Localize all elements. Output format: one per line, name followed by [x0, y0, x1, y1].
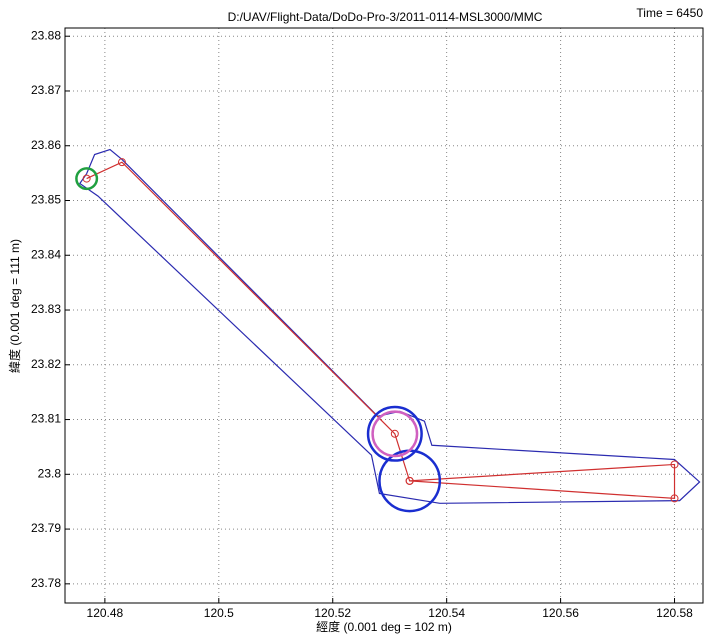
y-tick-label: 23.86 [31, 138, 61, 152]
x-tick-label: 120.52 [314, 606, 351, 620]
y-tick-label: 23.79 [31, 521, 61, 535]
flight-track [86, 161, 676, 500]
plot-area [65, 28, 703, 603]
x-tick-label: 120.58 [656, 606, 693, 620]
loiter-circle [371, 410, 419, 458]
y-tick-label: 23.83 [31, 302, 61, 316]
waypoint [670, 494, 679, 503]
waypoint [390, 429, 399, 438]
x-tick-label: 120.56 [542, 606, 579, 620]
time-annotation: Time = 6450 [636, 6, 703, 20]
waypoint [670, 460, 679, 469]
chart-title: D:/UAV/Flight-Data/DoDo-Pro-3/2011-0114-… [228, 10, 543, 24]
x-tick-label: 120.48 [87, 606, 124, 620]
y-tick-label: 23.85 [31, 193, 61, 207]
x-tick-label: 120.5 [204, 606, 234, 620]
y-tick-label: 23.82 [31, 357, 61, 371]
x-tick-label: 120.54 [428, 606, 465, 620]
waypoint [82, 174, 91, 183]
loiter-circle [75, 167, 99, 191]
flight-track [78, 148, 701, 504]
waypoint [405, 476, 414, 485]
waypoint [117, 158, 126, 167]
y-tick-label: 23.87 [31, 83, 61, 97]
y-tick-label: 23.78 [31, 576, 61, 590]
y-axis-label: 緯度 (0.001 deg = 111 m) [7, 239, 22, 373]
loiter-circle [366, 405, 423, 462]
axes-box [64, 27, 704, 604]
y-tick-label: 23.81 [31, 412, 61, 426]
x-axis-label: 經度 (0.001 deg = 102 m) [316, 619, 452, 634]
y-tick-label: 23.88 [31, 28, 61, 42]
y-tick-label: 23.8 [38, 466, 62, 480]
y-tick-label: 23.84 [31, 247, 61, 261]
